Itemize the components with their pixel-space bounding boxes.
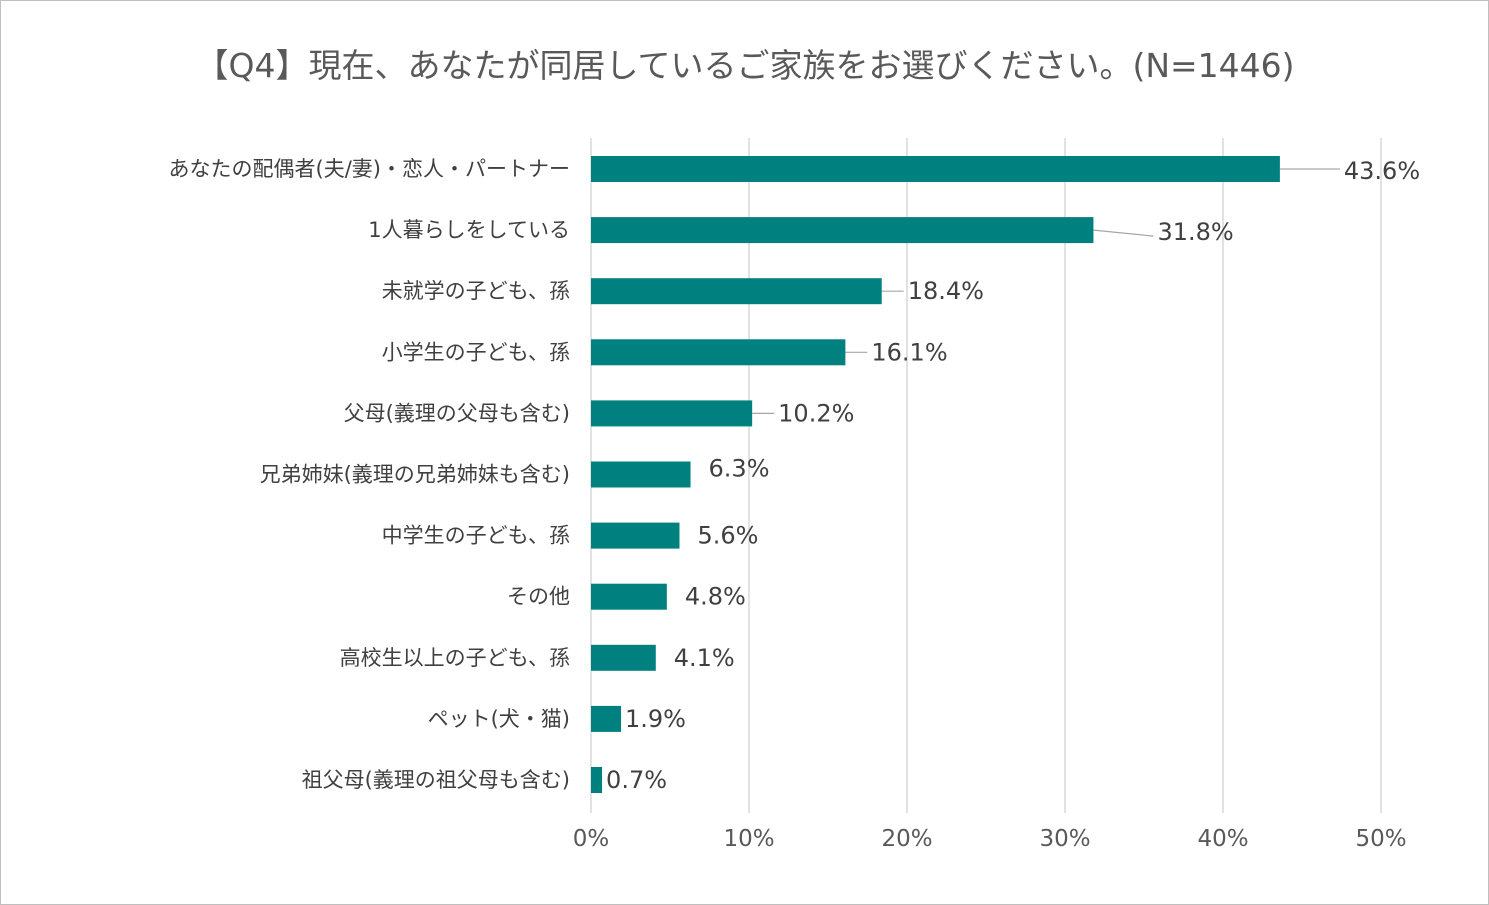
x-tick-label: 40%: [1197, 826, 1248, 852]
data-label: 31.8%: [1157, 218, 1233, 246]
data-label: 4.8%: [685, 583, 746, 611]
data-label: 6.3%: [709, 455, 770, 483]
data-label: 18.4%: [908, 277, 984, 305]
leader-line: [1093, 229, 1154, 237]
data-label: 5.6%: [697, 522, 758, 550]
bar: [591, 156, 1280, 182]
bar: [591, 644, 656, 671]
data-label: 43.6%: [1344, 157, 1420, 185]
category-label: その他: [507, 585, 570, 609]
x-tick-label: 10%: [723, 826, 774, 852]
category-label: 高校生以上の子ども、孫: [340, 646, 570, 670]
x-axis-ticks: 0% 10% 20% 30% 40% 50%: [573, 826, 1407, 852]
category-labels: あなたの配偶者(夫/妻)・恋人・パートナー 1人暮らしをしている未就学の子ども、孫…: [169, 157, 570, 792]
bar: [591, 522, 680, 549]
gridlines: [590, 138, 1382, 813]
bar: [591, 400, 753, 427]
bar: [591, 705, 622, 732]
x-tick-label: 30%: [1039, 826, 1090, 852]
data-label: 1.9%: [625, 705, 686, 733]
data-label: 4.1%: [674, 644, 735, 672]
data-label: 0.7%: [606, 766, 667, 794]
chart-title: 【Q4】現在、あなたが同居しているご家族をお選びください。(N=1446): [195, 46, 1294, 85]
category-label: 兄弟姉妹(義理の兄弟姉妹も含む): [260, 463, 570, 487]
category-label: 祖父母(義理の祖父母も含む): [302, 768, 570, 792]
category-label: 1人暮らしをしている: [368, 218, 570, 242]
leader-lines: [752, 168, 1340, 414]
bar: [591, 461, 691, 488]
bar: [591, 278, 882, 305]
category-label: あなたの配偶者(夫/妻)・恋人・パートナー: [169, 157, 570, 181]
x-tick-label: 20%: [881, 826, 932, 852]
bar: [591, 583, 667, 610]
bar: [591, 217, 1094, 244]
category-label: 未就学の子ども、孫: [382, 279, 570, 303]
category-label: 小学生の子ども、孫: [382, 340, 570, 364]
data-label: 16.1%: [871, 338, 947, 366]
data-label: 10.2%: [778, 399, 854, 427]
x-tick-label: 50%: [1355, 826, 1406, 852]
category-label: 中学生の子ども、孫: [382, 524, 570, 548]
x-tick-label: 0%: [573, 826, 610, 852]
bar: [591, 767, 603, 793]
bars: [591, 156, 1280, 793]
data-labels: 43.6% 31.8% 18.4% 16.1% 10.2% 6.3% 5.6% 4.8% 4.1…: [606, 157, 1420, 794]
category-label: 父母(義理の父母も含む): [344, 401, 570, 425]
category-label: ペット(犬・猫): [428, 707, 570, 731]
bar: [591, 339, 846, 366]
